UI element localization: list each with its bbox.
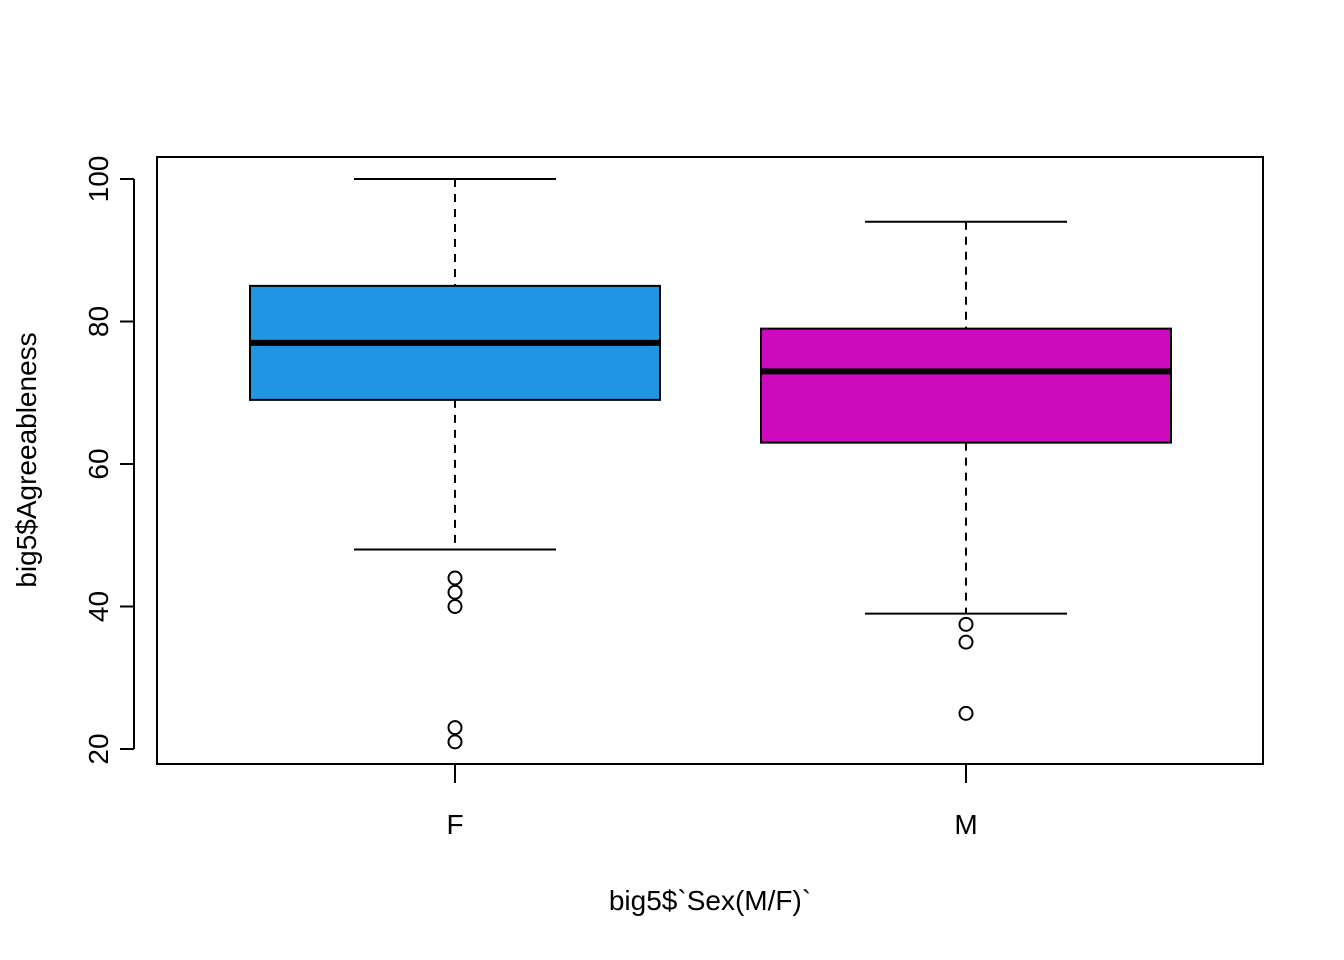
x-axis-label: big5$`Sex(M/F)` [609,885,811,916]
x-tick-label: F [446,809,463,840]
iqr-box [760,327,1172,444]
x-tick-label: M [954,809,977,840]
outlier-point [958,634,974,650]
boxes-group [249,178,1172,750]
y-axis: 20 40 60 80 100 [83,156,135,765]
y-tick-label: 60 [83,448,114,479]
y-tick-label: 80 [83,306,114,337]
outlier-point [447,734,463,750]
y-axis-label: big5$Agreeableness [11,332,42,587]
plot-frame [156,156,1264,765]
box-M [760,220,1172,721]
y-tick-label: 40 [83,591,114,622]
outlier-point [447,570,463,586]
y-tick-label: 20 [83,733,114,764]
outlier-point [958,705,974,721]
outlier-point [958,616,974,632]
outlier-point [447,720,463,736]
box-F [249,178,661,750]
y-tick-label: 100 [83,156,114,203]
outlier-point [447,584,463,600]
outlier-point [447,599,463,614]
